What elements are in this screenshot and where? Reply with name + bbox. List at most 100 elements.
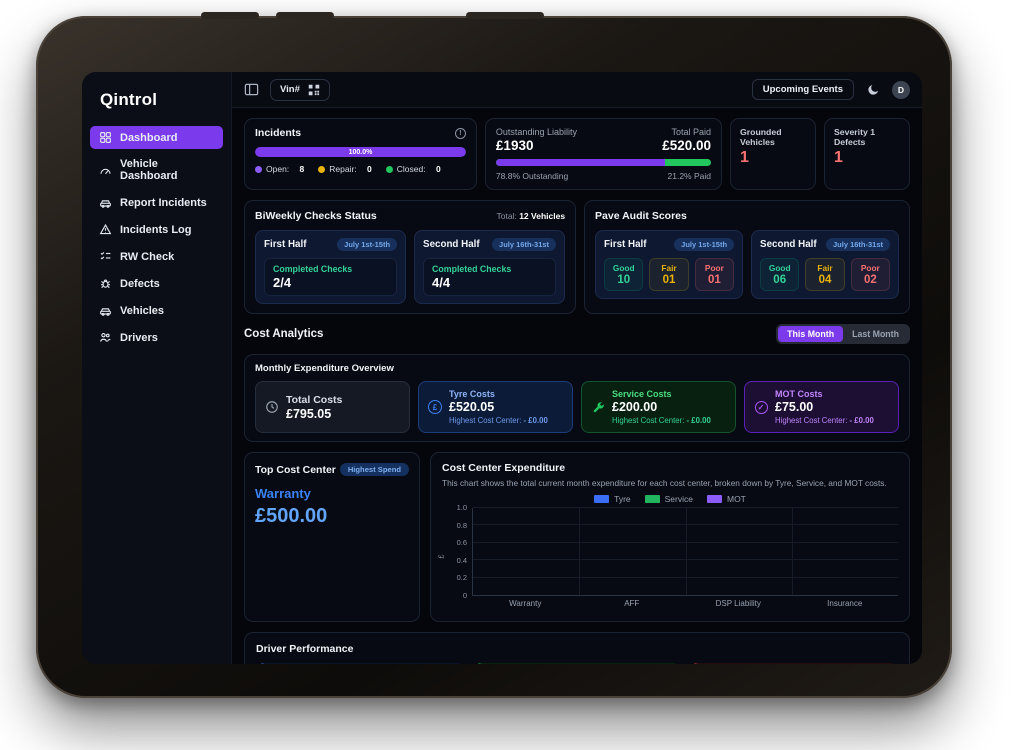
legend-repair: Repair: 0 (318, 164, 372, 174)
biweekly-total: Total: 12 Vehicles (496, 211, 566, 221)
sidebar-item-incidents-log[interactable]: Incidents Log (90, 218, 223, 241)
fair-score: Fair 04 (805, 258, 845, 291)
completed-checks-label: Completed Checks (432, 264, 512, 274)
tablet-device-frame: Qintrol Dashboard Vehicle Dashboard Repo… (36, 12, 952, 698)
pave-second-half-badge: July 16th-31st (825, 238, 891, 251)
poor-score: Poor 01 (694, 258, 735, 291)
incidents-progress-label: 100.0% (348, 148, 373, 156)
clock-icon (265, 400, 279, 414)
legend-item: Tyre (594, 494, 631, 504)
tablet-volume-button (201, 12, 259, 19)
upcoming-events-button[interactable]: Upcoming Events (751, 79, 854, 100)
vin-search-button[interactable]: Vin# (270, 78, 330, 101)
last-month-button[interactable]: Last Month (843, 326, 908, 342)
monthly-expenditure-card: Monthly Expenditure Overview Total Costs… (244, 354, 910, 442)
outstanding-block: Outstanding Liability £1930 (496, 127, 577, 153)
wrench-icon (591, 400, 605, 414)
content-column: Vin# Upcoming Events D Incidents (232, 72, 922, 664)
chart-plot (472, 507, 898, 596)
liability-progress-bar (495, 159, 666, 166)
second-half-date-badge: July 16th-31st (492, 238, 557, 251)
closed-dot-icon (385, 165, 393, 173)
pave-first-half-badge: July 1st-15th (674, 238, 735, 251)
chart-area: £ 0 0.2 0.4 0.6 0.8 1.0 (436, 503, 898, 600)
good-score: Good 06 (760, 258, 800, 291)
tyre-highest-cost-center: Highest Cost Center: - £0.00 (449, 416, 548, 425)
sidebar-item-vehicle-dashboard[interactable]: Vehicle Dashboard (90, 153, 223, 187)
sidebar-collapse-button[interactable] (244, 82, 260, 98)
dark-mode-toggle[interactable] (864, 81, 882, 99)
outstanding-value: £1930 (495, 138, 534, 153)
outstanding-pct-label: 78.8% Outstanding (495, 171, 569, 181)
info-icon[interactable]: ! (454, 127, 466, 139)
checklist-icon (100, 252, 111, 260)
completed-checks-value: 4/4 (432, 275, 451, 290)
bar-insurance (792, 508, 898, 595)
bug-icon (101, 279, 110, 289)
sidebar-item-defects[interactable]: Defects (90, 272, 223, 295)
active-drivers-card: Active Drivers (472, 663, 682, 664)
paid-pct-label: 21.2% Paid (667, 171, 711, 181)
cost-detail-row: Top Cost Center Highest Spend Warranty £… (244, 452, 910, 622)
sidebar-item-dashboard[interactable]: Dashboard (90, 126, 223, 149)
legend-closed: Closed: 0 (385, 164, 441, 174)
mot-costs-value: £75.00 (775, 400, 814, 414)
sidebar-item-label: RW Check (120, 250, 175, 263)
sidebar-item-label: Vehicles (120, 304, 165, 317)
grounded-vehicles-card: Grounded Vehicles 1 (730, 118, 816, 190)
vin-label: Vin# (280, 84, 300, 95)
chart-ylabel: £ (436, 554, 446, 559)
tyre-costs-card: £ Tyre Costs £520.05 Highest Cost Center… (418, 381, 573, 433)
this-month-button[interactable]: This Month (778, 326, 844, 342)
total-paid-label: Total Paid (671, 127, 711, 137)
repair-dot-icon (318, 165, 326, 173)
gauge-icon (100, 168, 111, 174)
biweekly-title: BiWeekly Checks Status (255, 210, 377, 222)
people-icon (100, 333, 111, 342)
user-avatar[interactable]: D (892, 80, 910, 99)
second-half-checks: Second Half July 16th-31st Completed Che… (414, 230, 566, 304)
panel-toggle-icon (244, 83, 259, 96)
severity1-defects-card: Severity 1 Defects 1 (824, 118, 910, 190)
warning-triangle-icon (99, 223, 112, 235)
pave-title: Pave Audit Scores (595, 210, 687, 222)
month-toggle: This Month Last Month (776, 324, 910, 344)
grounded-vehicles-value: 1 (740, 149, 749, 166)
top-cost-center-name: Warranty (255, 486, 311, 501)
incidents-legend: Open: 8 Repair: 0 Closed: 0 (255, 164, 466, 174)
service-highest-cost-center: Highest Cost Center: - £0.00 (612, 416, 711, 425)
incidents-progress-track: 100.0% (255, 147, 466, 157)
completed-checks-box: Completed Checks 2/4 (264, 258, 398, 296)
pave-first-half: First Half July 1st-15th Good 10 Fair 01 P… (595, 230, 744, 299)
top-cost-center-card: Top Cost Center Highest Spend Warranty £… (244, 452, 420, 622)
liability-card: Outstanding Liability £1930 Total Paid £… (484, 118, 722, 190)
tablet-screen: Qintrol Dashboard Vehicle Dashboard Repo… (82, 72, 922, 664)
sidebar-item-report-incidents[interactable]: Report Incidents (90, 191, 223, 214)
check-circle-icon: ✓ (754, 400, 768, 414)
tablet-volume-button (276, 12, 334, 19)
app-logo: Qintrol (100, 90, 158, 109)
tyre-costs-label: Tyre Costs (449, 389, 495, 399)
sidebar-item-label: Defects (120, 277, 160, 290)
first-half-checks: First Half July 1st-15th Completed Check… (255, 230, 407, 304)
fair-score: Fair 01 (649, 258, 689, 291)
top-cost-center-value: £500.00 (255, 505, 328, 527)
total-costs-card: Total Costs £795.05 (255, 381, 410, 433)
pave-second-half-title: Second Half (760, 239, 817, 250)
sidebar-item-label: Dashboard (120, 131, 178, 144)
sidebar-item-vehicles[interactable]: Vehicles (90, 299, 223, 322)
mot-costs-card: ✓ MOT Costs £75.00 Highest Cost Center: … (744, 381, 899, 433)
completed-checks-label: Completed Checks (273, 264, 353, 274)
sidebar-item-label: Drivers (120, 331, 158, 344)
legend-swatch-icon (644, 495, 660, 503)
sidebar-item-drivers[interactable]: Drivers (90, 326, 223, 349)
legend-open: Open: 8 (255, 164, 304, 174)
completed-checks-box: Completed Checks 4/4 (423, 258, 557, 296)
mot-highest-cost-center: Highest Cost Center: - £0.00 (775, 416, 874, 425)
pave-first-half-title: First Half (604, 239, 647, 250)
kpi-row: Incidents ! 100.0% Open: 8 Repair: 0 Clo… (244, 118, 910, 190)
legend-item: MOT (706, 494, 746, 504)
checks-row: BiWeekly Checks Status Total: 12 Vehicle… (244, 200, 910, 314)
sidebar-item-rw-check[interactable]: RW Check (90, 245, 223, 268)
